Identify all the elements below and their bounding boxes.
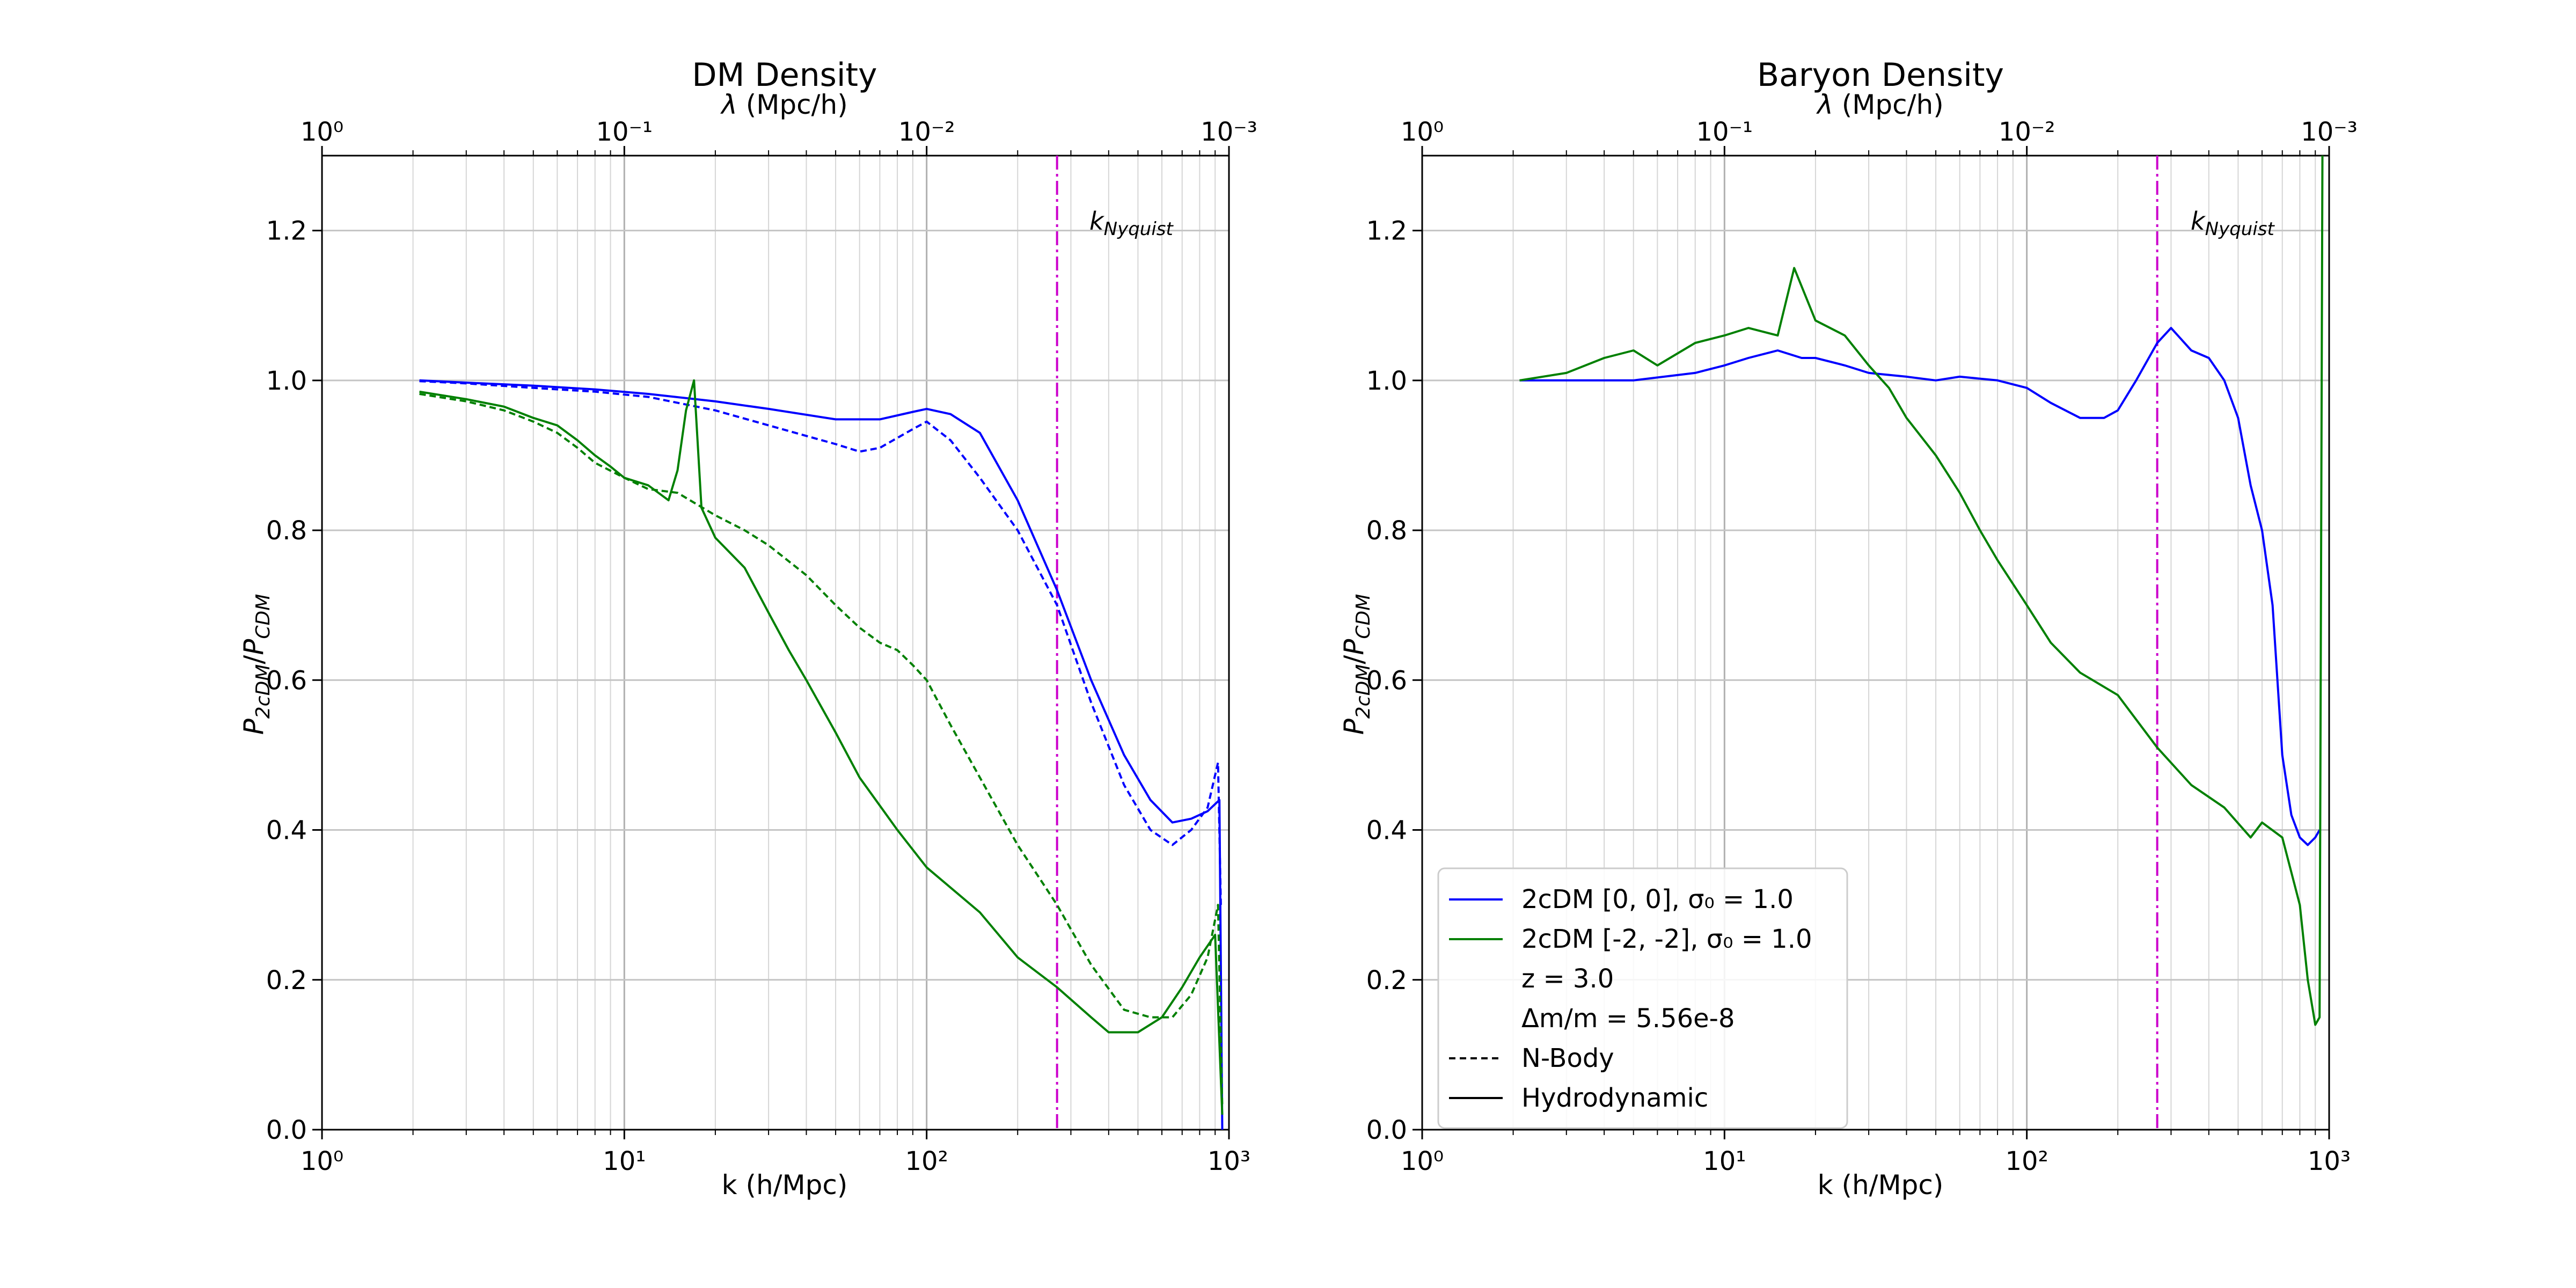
y-axis-label: P2cDM/PCDM bbox=[1338, 594, 1374, 735]
x-tick-label: 10¹ bbox=[603, 1146, 646, 1176]
y-tick-label: 0.8 bbox=[1366, 516, 1407, 546]
y-tick-label: 0.8 bbox=[266, 516, 307, 546]
y-tick-label: 1.2 bbox=[1366, 216, 1407, 246]
x-tick-label: 10⁰ bbox=[1401, 1146, 1444, 1176]
top-tick-label: 10⁻² bbox=[1999, 117, 2055, 147]
baryon-density-plot: 10⁰ 10¹ 10² 10³ 10⁰ 10⁻¹ 10⁻² 10⁻³ 0.0 0.2 0.4 0.6 0… bbox=[1338, 56, 2358, 1201]
series-line bbox=[1519, 327, 2321, 846]
y-axis-label: P2cDM/PCDM bbox=[238, 594, 274, 735]
knyquist-label: kNyquist bbox=[1089, 207, 1174, 240]
legend: 2cDM [0, 0], σ₀ = 1.0 2cDM [-2, -2], σ₀ … bbox=[1437, 867, 1848, 1129]
y-tick-label: 0.4 bbox=[266, 816, 307, 846]
top-tick-label: 10⁰ bbox=[301, 117, 343, 147]
legend-entry: z = 3.0 bbox=[1521, 964, 1614, 994]
y-tick-label: 0.4 bbox=[1366, 816, 1407, 846]
legend-entry: Δm/m = 5.56e-8 bbox=[1521, 1004, 1735, 1034]
top-tick-label: 10⁰ bbox=[1401, 117, 1444, 147]
y-tick-label: 1.0 bbox=[266, 366, 307, 396]
x-tick-label: 10² bbox=[905, 1146, 948, 1176]
axes-frame bbox=[1421, 155, 2330, 1131]
axes-frame bbox=[321, 155, 1230, 1131]
y-tick-label: 0.2 bbox=[266, 965, 307, 996]
y-tick-label: 0.0 bbox=[266, 1115, 307, 1145]
x-tick-label: 10⁰ bbox=[301, 1146, 343, 1176]
y-tick-label: 0.0 bbox=[1366, 1115, 1407, 1145]
legend-entry: N-Body bbox=[1521, 1043, 1614, 1073]
series-line bbox=[419, 380, 1222, 905]
series-line bbox=[419, 379, 1224, 1115]
plot-area: 10⁰ 10¹ 10² 10³ 10⁰ 10⁻¹ 10⁻² 10⁻³ 0.0 0.2 0.4 0.6 0… bbox=[1366, 117, 2358, 1176]
y-tick-label: 1.0 bbox=[1366, 366, 1407, 396]
chart-title: Baryon Density bbox=[1757, 56, 2004, 94]
top-axis-label: λ (Mpc/h) bbox=[1816, 89, 1943, 120]
top-tick-label: 10⁻¹ bbox=[1696, 117, 1753, 147]
y-tick-label: 0.6 bbox=[1366, 665, 1407, 696]
plot-area: 10⁰ 10¹ 10² 10³ 10⁰ 10⁻¹ 10⁻² 10⁻³ 0.0 0.2 0.4 0.6 0… bbox=[266, 117, 1257, 1176]
legend-frame bbox=[1437, 867, 1848, 1129]
legend-entry: Hydrodynamic bbox=[1521, 1083, 1708, 1113]
y-tick-label: 0.2 bbox=[1366, 965, 1407, 996]
top-tick-label: 10⁻³ bbox=[1201, 117, 1257, 147]
top-tick-label: 10⁻² bbox=[898, 117, 955, 147]
y-tick-label: 0.6 bbox=[266, 665, 307, 696]
legend-entry: 2cDM [-2, -2], σ₀ = 1.0 bbox=[1521, 924, 1812, 954]
y-tick-label: 1.2 bbox=[266, 216, 307, 246]
x-axis-label: k (h/Mpc) bbox=[1818, 1169, 1944, 1201]
series-line bbox=[419, 379, 1224, 1130]
legend-entry: 2cDM [0, 0], σ₀ = 1.0 bbox=[1521, 884, 1794, 914]
chart-title: DM Density bbox=[692, 56, 877, 94]
x-tick-label: 10³ bbox=[2308, 1146, 2351, 1176]
dm-density-plot: 10⁰ 10¹ 10² 10³ 10⁰ 10⁻¹ 10⁻² 10⁻³ 0.0 0.2 0.4 0.6 0… bbox=[238, 56, 1257, 1201]
top-tick-label: 10⁻³ bbox=[2301, 117, 2358, 147]
x-tick-label: 10³ bbox=[1208, 1146, 1250, 1176]
series-line bbox=[419, 393, 1224, 1108]
x-axis-label: k (h/Mpc) bbox=[722, 1169, 848, 1201]
x-tick-label: 10² bbox=[2006, 1146, 2048, 1176]
top-tick-label: 10⁻¹ bbox=[596, 117, 653, 147]
series-line bbox=[1519, 155, 2324, 1026]
x-tick-label: 10¹ bbox=[1703, 1146, 1746, 1176]
top-axis-label: λ (Mpc/h) bbox=[720, 89, 847, 120]
